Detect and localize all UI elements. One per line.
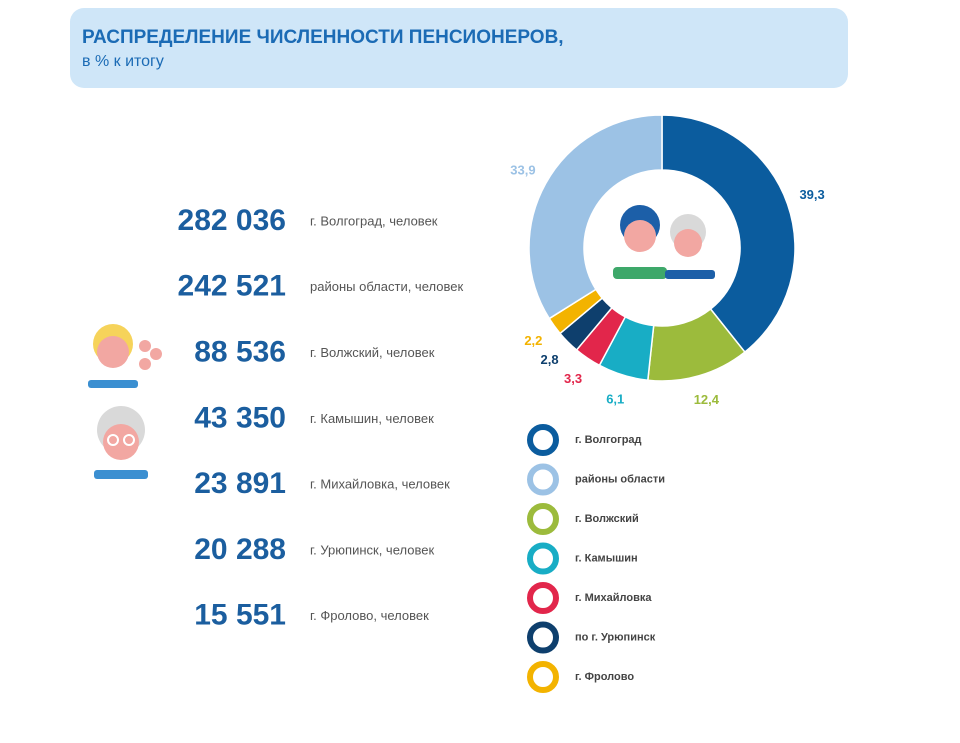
legend-label: г. Михайловка [575,592,652,604]
value-label: 2,2 [524,333,542,348]
stat-label: районы области, человек [310,279,463,294]
legend-ring [527,424,559,456]
donut-slice [528,114,663,320]
stat-label: г. Урюпинск, человек [310,542,434,557]
legend-ring [527,542,559,575]
legend-label: г. Волжский [575,513,639,525]
center-icon [613,205,715,279]
stat-label: г. Волжский, человек [310,345,435,360]
legend-label: г. Камышин [575,552,638,564]
legend-ring [527,463,559,496]
donut-center [585,171,739,325]
stat-label: г. Михайловка, человек [310,477,450,492]
value-label: 12,4 [694,392,720,407]
stat-value: 43 350 [194,401,286,434]
value-label: 39,3 [799,187,824,202]
subtitle: в % к итогу [82,53,164,70]
stat-value: 88 536 [194,336,286,369]
legend-label: г. Фролово [575,671,634,683]
value-label: 3,3 [564,371,582,386]
stat-value: 15 551 [194,599,286,632]
grandma-icon [94,406,148,479]
stat-label: г. Волгоград, человек [310,213,438,228]
grandma-icon [88,324,162,388]
title: РАСПРЕДЕЛЕНИЕ ЧИСЛЕННОСТИ ПЕНСИОНЕРОВ, [82,27,564,48]
legend-label: г. Волгоград [575,434,642,446]
legend-ring [527,582,559,614]
stat-value: 23 891 [194,467,286,500]
donut-slice [661,114,796,354]
stat-value: 20 288 [194,533,286,566]
stat-label: г. Камышин, человек [310,411,434,426]
stat-value: 282 036 [178,204,286,237]
value-label: 6,1 [606,391,624,406]
legend-label: районы области [575,473,665,485]
legend-label: по г. Урюпинск [575,631,656,643]
value-label: 33,9 [510,162,535,177]
header-box [70,8,848,88]
stat-label: г. Фролово, человек [310,608,429,623]
legend-ring [527,503,559,535]
value-label: 2,8 [541,352,559,367]
stat-value: 242 521 [178,270,286,303]
legend-ring [527,621,559,654]
legend-ring [527,661,559,693]
